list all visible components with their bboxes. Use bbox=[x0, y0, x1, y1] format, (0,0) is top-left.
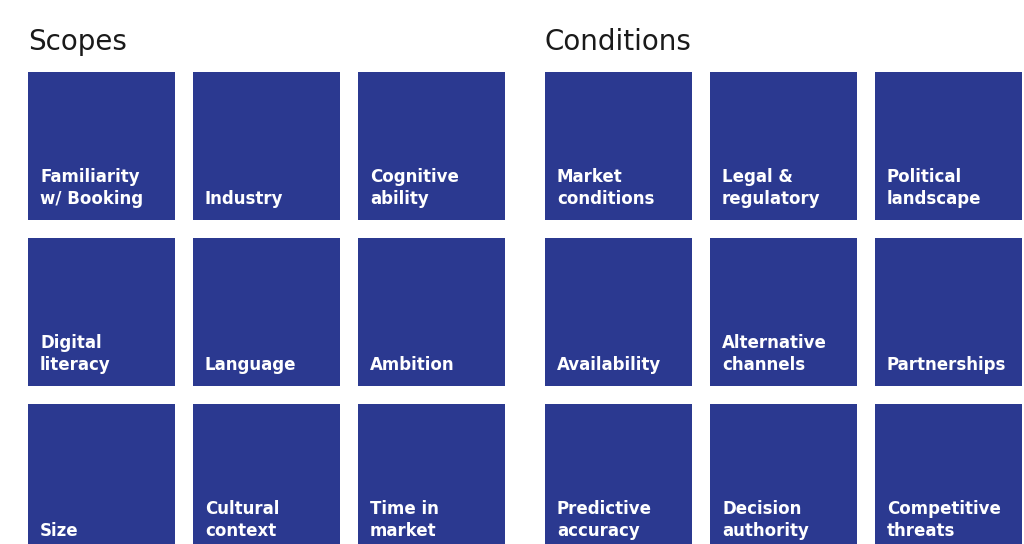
Bar bbox=[28, 238, 175, 386]
Bar bbox=[358, 404, 505, 544]
Bar bbox=[545, 238, 692, 386]
Bar bbox=[874, 72, 1022, 220]
Text: Industry: Industry bbox=[205, 190, 284, 208]
Text: Alternative
channels: Alternative channels bbox=[722, 335, 826, 374]
Bar bbox=[874, 404, 1022, 544]
Bar bbox=[710, 404, 857, 544]
Bar bbox=[358, 72, 505, 220]
Text: Cognitive
ability: Cognitive ability bbox=[370, 169, 459, 208]
Bar bbox=[193, 72, 340, 220]
Text: Partnerships: Partnerships bbox=[887, 356, 1007, 374]
Text: Cultural
context: Cultural context bbox=[205, 500, 280, 540]
Text: Political
landscape: Political landscape bbox=[887, 169, 981, 208]
Bar bbox=[545, 404, 692, 544]
Text: Language: Language bbox=[205, 356, 297, 374]
Text: Predictive
accuracy: Predictive accuracy bbox=[557, 500, 652, 540]
Text: Legal &
regulatory: Legal & regulatory bbox=[722, 169, 820, 208]
Text: Availability: Availability bbox=[557, 356, 662, 374]
Bar bbox=[710, 72, 857, 220]
Text: Market
conditions: Market conditions bbox=[557, 169, 654, 208]
Text: Digital
literacy: Digital literacy bbox=[40, 335, 111, 374]
Bar bbox=[28, 72, 175, 220]
Text: Conditions: Conditions bbox=[545, 28, 692, 56]
Text: Scopes: Scopes bbox=[28, 28, 127, 56]
Text: Size: Size bbox=[40, 522, 79, 540]
Text: Familiarity
w/ Booking: Familiarity w/ Booking bbox=[40, 169, 143, 208]
Bar bbox=[358, 238, 505, 386]
Text: Time in
market: Time in market bbox=[370, 500, 439, 540]
Bar bbox=[710, 238, 857, 386]
Bar bbox=[193, 238, 340, 386]
Bar bbox=[28, 404, 175, 544]
Bar bbox=[874, 238, 1022, 386]
Text: Competitive
threats: Competitive threats bbox=[887, 500, 1000, 540]
Bar bbox=[545, 72, 692, 220]
Text: Decision
authority: Decision authority bbox=[722, 500, 809, 540]
Text: Ambition: Ambition bbox=[370, 356, 455, 374]
Bar bbox=[193, 404, 340, 544]
